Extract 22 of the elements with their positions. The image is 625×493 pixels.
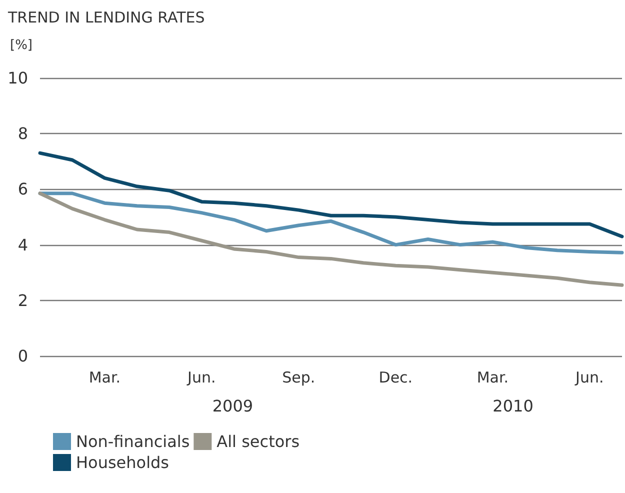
x-tick-label: Mar. [88, 368, 121, 386]
legend-label: Households [76, 453, 170, 472]
y-tick-label: 0 [18, 346, 28, 366]
x-tick-label: Dec. [378, 368, 413, 386]
legend-label: All sectors [216, 432, 300, 451]
y-tick-label: 6 [18, 180, 28, 199]
y-tick-label: 4 [18, 235, 28, 254]
chart-title: TREND IN LENDING RATES [7, 8, 205, 26]
y-tick-label: 2 [18, 290, 28, 310]
legend-label: Non-financials [76, 432, 190, 451]
text: 2010 [492, 396, 534, 416]
x-tick-label: Jun. [186, 368, 216, 386]
x-tick-label: Mar. [476, 368, 509, 386]
line-series [38, 151, 624, 238]
y-tick-label: 8 [18, 124, 28, 144]
line-series [38, 192, 624, 254]
y-tick-label: 10 [8, 68, 28, 88]
x-tick-label: Jun. [574, 368, 604, 386]
y-axis-title: [%] [10, 38, 32, 53]
x-tick-label: Sep. [282, 368, 316, 386]
line-series [38, 192, 624, 287]
text: 2009 [212, 396, 254, 416]
